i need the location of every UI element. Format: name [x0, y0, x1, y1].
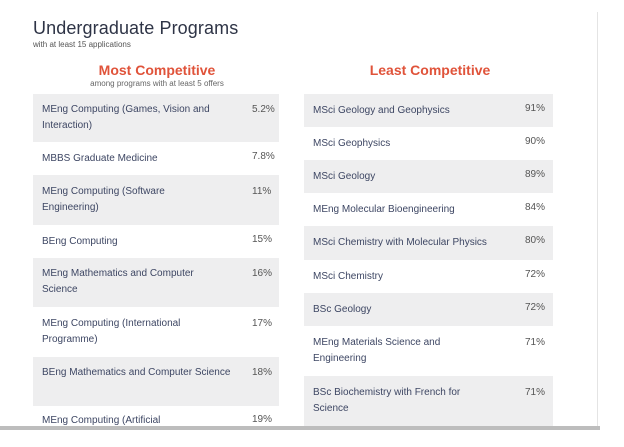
least-competitive-heading: Least Competitive — [369, 62, 491, 78]
program-name: BSc Biochemistry with French for Science — [313, 387, 461, 414]
program-name: MEng Computing (Games, Vision and Intera… — [42, 104, 210, 131]
table-row: MEng Computing (Artificial 19% — [33, 406, 279, 426]
table-row: MEng Mathematics and Computer Science 16… — [33, 258, 279, 307]
program-name: MSci Geophysics — [313, 138, 391, 149]
program-name: MEng Materials Science and Engineering — [313, 337, 441, 364]
program-rate: 72% — [525, 269, 546, 280]
program-rate: 71% — [525, 337, 546, 348]
table-row: MSci Geophysics 90% — [304, 127, 553, 160]
table-row: MSci Geology 89% — [304, 160, 553, 193]
program-name: MSci Geology and Geophysics — [313, 105, 450, 116]
table-row: MEng Computing (Games, Vision and Intera… — [33, 94, 279, 142]
most-competitive-note: among programs with at least 5 offers — [90, 79, 224, 88]
program-rate: 15% — [252, 234, 273, 245]
page-title: Undergraduate Programs — [33, 18, 239, 38]
program-name: MEng Computing (Software Engineering) — [42, 186, 165, 213]
divider — [597, 12, 598, 428]
table-row: MEng Molecular Bioengineering 84% — [304, 193, 553, 226]
program-rate: 80% — [525, 235, 546, 246]
program-rate: 11% — [252, 186, 272, 197]
table-row: BSc Biochemistry with French for Science… — [304, 376, 553, 426]
program-rate: 18% — [252, 367, 273, 378]
program-name: MSci Chemistry with Molecular Physics — [313, 237, 487, 248]
table-row: MSci Chemistry 72% — [304, 260, 553, 293]
horizontal-scrollbar[interactable] — [0, 426, 600, 430]
table-row: MSci Chemistry with Molecular Physics 80… — [304, 226, 553, 260]
table-row: BEng Mathematics and Computer Science 18… — [33, 357, 279, 406]
program-rate: 90% — [525, 136, 546, 147]
table-row: MBBS Graduate Medicine 7.8% — [33, 142, 279, 175]
table-row: BSc Geology 72% — [304, 293, 553, 326]
program-rate: 5.2% — [252, 104, 275, 115]
program-name: BEng Mathematics and Computer Science — [42, 367, 231, 378]
program-name: MEng Molecular Bioengineering — [313, 204, 455, 215]
table-row: MEng Materials Science and Engineering 7… — [304, 326, 553, 376]
program-rate: 71% — [525, 387, 546, 398]
program-rate: 84% — [525, 202, 546, 213]
page-subtitle: with at least 15 applications — [33, 40, 131, 49]
program-name: MSci Geology — [313, 171, 376, 182]
program-rate: 16% — [252, 268, 273, 279]
program-name: BSc Geology — [313, 304, 372, 315]
table-row: MSci Geology and Geophysics 91% — [304, 94, 553, 127]
program-rate: 91% — [525, 103, 546, 114]
table-row: MEng Computing (Software Engineering) 11… — [33, 175, 279, 225]
program-name: MSci Chemistry — [313, 271, 384, 282]
program-name: MBBS Graduate Medicine — [42, 153, 158, 164]
program-name: BEng Computing — [42, 236, 118, 247]
program-rate: 89% — [525, 169, 546, 180]
program-name: MEng Computing (Artificial — [42, 415, 161, 426]
most-competitive-table: MEng Computing (Games, Vision and Intera… — [33, 94, 279, 426]
table-row: MEng Computing (International Programme)… — [33, 307, 279, 357]
program-rate: 19% — [252, 414, 273, 425]
table-row: BEng Computing 15% — [33, 225, 279, 258]
program-rate: 17% — [252, 318, 273, 329]
most-competitive-heading: Most Competitive — [98, 62, 216, 78]
least-competitive-table: MSci Geology and Geophysics 91% MSci Geo… — [304, 94, 553, 426]
program-rate: 72% — [525, 302, 546, 313]
program-name: MEng Computing (International Programme) — [42, 318, 181, 345]
program-rate: 7.8% — [252, 151, 275, 162]
program-name: MEng Mathematics and Computer Science — [42, 268, 194, 295]
